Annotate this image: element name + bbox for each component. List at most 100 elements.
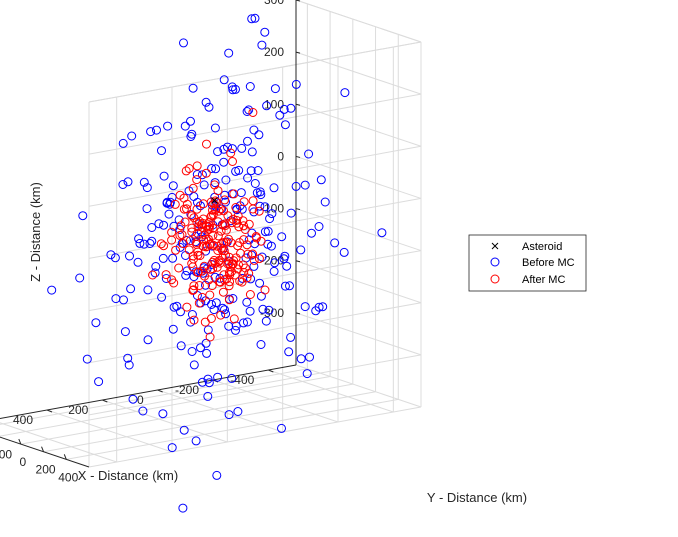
data-point-before-mc — [210, 272, 220, 282]
z-tick — [295, 155, 301, 158]
data-point-after-mc — [223, 211, 233, 221]
data-point-after-mc — [215, 277, 225, 287]
data-point-after-mc — [198, 214, 208, 224]
data-point-before-mc — [256, 291, 266, 301]
data-point-before-mc — [255, 278, 265, 288]
data-point-before-mc — [94, 377, 104, 387]
grid-line — [88, 93, 422, 155]
data-point-before-mc — [159, 171, 169, 181]
data-point-after-mc — [184, 164, 194, 173]
data-point-after-mc — [208, 257, 218, 267]
data-point-after-mc — [233, 211, 243, 221]
data-point-before-mc — [118, 180, 128, 189]
z-tick-label: 0 — [277, 149, 284, 163]
data-point-after-mc — [206, 314, 216, 323]
data-point-before-mc — [167, 443, 177, 453]
data-point-before-mc — [232, 204, 242, 214]
data-point-after-mc — [189, 285, 199, 295]
legend-item-after-mc: After MC — [490, 274, 565, 286]
series-after-mc — [148, 108, 270, 342]
data-point-after-mc — [218, 287, 228, 297]
data-point-after-mc — [208, 240, 218, 250]
grid-line — [66, 398, 399, 460]
data-point-before-mc — [307, 228, 316, 238]
data-point-after-mc — [226, 238, 236, 248]
data-point-before-mc — [213, 372, 223, 382]
data-point-before-mc — [146, 127, 156, 137]
data-point-after-mc — [254, 254, 264, 264]
data-point-before-mc — [296, 245, 306, 255]
grid-line — [295, 51, 422, 95]
data-point-after-mc — [243, 249, 253, 259]
series-before-mc — [47, 13, 387, 513]
data-point-after-mc — [248, 249, 258, 259]
data-point-before-mc — [284, 347, 294, 357]
data-point-before-mc — [179, 38, 188, 48]
data-point-before-mc — [201, 97, 211, 107]
data-point-before-mc — [219, 75, 229, 85]
data-point-after-mc — [159, 241, 169, 251]
data-point-before-mc — [227, 144, 237, 154]
data-point-after-mc — [175, 230, 185, 240]
data-point-before-mc — [193, 197, 202, 207]
data-point-before-mc — [142, 183, 152, 193]
data-point-before-mc — [256, 190, 266, 200]
data-point-before-mc — [231, 166, 241, 176]
data-point-after-mc — [228, 157, 237, 166]
data-point-before-mc — [237, 143, 247, 153]
data-point-before-mc — [340, 88, 350, 98]
data-point-after-mc — [224, 295, 234, 305]
data-point-before-mc — [314, 222, 324, 231]
data-point-before-mc — [207, 241, 217, 251]
data-point-after-mc — [171, 245, 181, 255]
data-point-after-mc — [213, 217, 223, 227]
data-point-before-mc — [237, 273, 247, 283]
data-point-after-mc — [220, 195, 230, 205]
data-point-after-mc — [187, 227, 197, 237]
data-point-before-mc — [219, 157, 229, 167]
grid-line — [46, 409, 173, 453]
data-point-before-mc — [187, 347, 197, 356]
data-point-after-mc — [188, 183, 198, 193]
data-point-before-mc — [316, 175, 326, 185]
legend: Asteroid Before MC After MC — [468, 234, 587, 292]
data-point-before-mc — [285, 281, 294, 291]
x-tick-label: 200 — [68, 403, 88, 417]
data-point-before-mc — [224, 410, 234, 420]
x-tick — [157, 389, 163, 393]
box-edge — [295, 0, 422, 43]
grid-line — [20, 383, 353, 445]
data-point-before-mc — [192, 170, 202, 179]
data-point-before-mc — [280, 120, 290, 130]
data-point-after-mc — [192, 161, 202, 171]
data-point-before-mc — [201, 338, 211, 348]
data-point-after-mc — [210, 205, 220, 215]
x-axis-label: X - Distance (km) — [78, 468, 178, 483]
data-point-before-mc — [300, 180, 310, 190]
data-point-before-mc — [158, 253, 168, 263]
data-point-before-mc — [209, 305, 219, 315]
data-point-before-mc — [247, 147, 257, 157]
data-point-before-mc — [279, 254, 289, 264]
data-point-before-mc — [176, 341, 186, 351]
data-point-before-mc — [191, 436, 201, 446]
data-point-after-mc — [167, 235, 177, 245]
legend-label-after-mc: After MC — [522, 274, 565, 286]
data-point-after-mc — [230, 270, 240, 280]
data-point-before-mc — [286, 103, 296, 113]
axes-layer — [0, 0, 297, 468]
data-point-before-mc — [152, 125, 161, 135]
z-tick — [295, 0, 301, 2]
data-point-before-mc — [286, 332, 296, 342]
x-tick-label: -400 — [230, 373, 254, 387]
x-tick-label: 400 — [13, 413, 33, 427]
data-point-before-mc — [245, 306, 255, 316]
data-point-before-mc — [247, 14, 257, 24]
data-point-after-mc — [205, 332, 215, 342]
data-point-before-mc — [261, 316, 271, 326]
data-point-before-mc — [118, 138, 128, 148]
data-point-before-mc — [279, 104, 289, 114]
grid-line — [88, 145, 422, 207]
data-point-before-mc — [243, 173, 253, 183]
